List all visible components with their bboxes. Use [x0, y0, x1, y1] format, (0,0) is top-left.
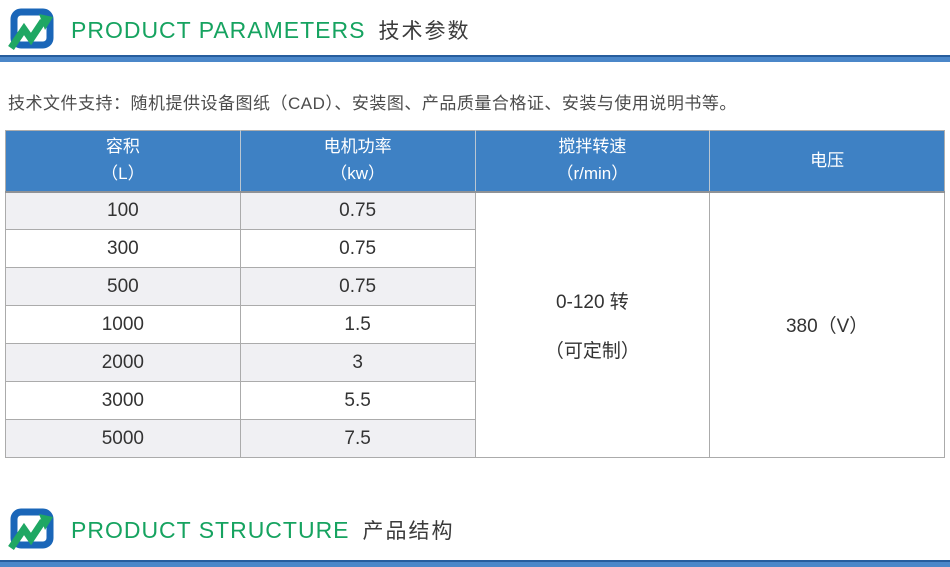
- cell-power: 3: [239, 343, 476, 382]
- col-voltage-name: 电压: [810, 150, 845, 170]
- section-header-structure: PRODUCT STRUCTURE 产品结构: [0, 500, 950, 552]
- brand-logo-icon: [8, 508, 58, 552]
- col-volume-unit: （L）: [101, 163, 145, 183]
- table-body: 100 0.75 0-120 转 （可定制） 380（V） 300 0.75 5…: [5, 191, 945, 458]
- table-row: 500 0.75: [5, 267, 945, 306]
- cell-power: 0.75: [239, 267, 476, 306]
- col-header-volume: 容积 （L）: [5, 130, 241, 193]
- monitor-arrow-icon: [8, 8, 54, 50]
- structure-title-en: PRODUCT STRUCTURE: [71, 516, 350, 543]
- cell-volume: 1000: [5, 305, 241, 344]
- col-speed-name: 搅拌转速: [558, 137, 627, 157]
- col-speed-unit: （r/min）: [556, 163, 629, 183]
- table-row: 300 0.75: [5, 229, 945, 268]
- monitor-arrow-icon: [8, 508, 54, 550]
- table-row: 100 0.75 0-120 转 （可定制） 380（V）: [5, 191, 945, 458]
- table-row: 1000 1.5: [5, 305, 945, 344]
- cell-volume: 2000: [5, 343, 241, 382]
- cell-power: 5.5: [239, 381, 476, 420]
- col-volume-name: 容积: [105, 137, 140, 157]
- cell-power: 0.75: [239, 229, 476, 268]
- header-row: 容积 （L） 电机功率 （kw） 搅拌转速 （r/min） 电压: [5, 130, 945, 193]
- cell-volume: 5000: [5, 419, 241, 458]
- table-row: 5000 7.5: [5, 419, 945, 458]
- col-power-name: 电机功率: [323, 137, 392, 157]
- cell-power: 1.5: [239, 305, 476, 344]
- speed-note: （可定制）: [544, 340, 640, 362]
- cell-volume: 300: [5, 229, 241, 268]
- support-note: 技术文件支持：随机提供设备图纸（CAD）、安装图、产品质量合格证、安装与使用说明…: [8, 94, 737, 113]
- col-header-power: 电机功率 （kw）: [240, 130, 476, 193]
- cell-power: 0.75: [239, 191, 476, 230]
- cell-power: 7.5: [239, 419, 476, 458]
- col-header-voltage: 电压: [709, 130, 945, 193]
- top-divider-bar: [0, 55, 950, 62]
- cell-volume: 3000: [5, 381, 241, 420]
- cell-speed-merged: 0-120 转 （可定制）: [474, 191, 711, 458]
- section-header-parameters: PRODUCT PARAMETERS 技术参数: [0, 0, 950, 52]
- bottom-divider-bar: [0, 560, 950, 567]
- structure-title-zh: 产品结构: [362, 520, 455, 543]
- brand-logo-icon: [8, 8, 58, 52]
- table-head: 容积 （L） 电机功率 （kw） 搅拌转速 （r/min） 电压: [5, 130, 945, 193]
- col-power-unit: （kw）: [330, 163, 386, 183]
- parameters-table: 容积 （L） 电机功率 （kw） 搅拌转速 （r/min） 电压 100: [5, 130, 945, 458]
- col-header-speed: 搅拌转速 （r/min）: [475, 130, 711, 193]
- parameters-title-en: PRODUCT PARAMETERS: [71, 16, 366, 43]
- speed-value: 0-120 转: [555, 291, 629, 313]
- cell-voltage-merged: 380（V）: [709, 191, 945, 458]
- cell-volume: 100: [5, 191, 241, 230]
- table-row: 3000 5.5: [5, 381, 945, 420]
- parameters-title-zh: 技术参数: [378, 20, 471, 43]
- cell-volume: 500: [5, 267, 241, 306]
